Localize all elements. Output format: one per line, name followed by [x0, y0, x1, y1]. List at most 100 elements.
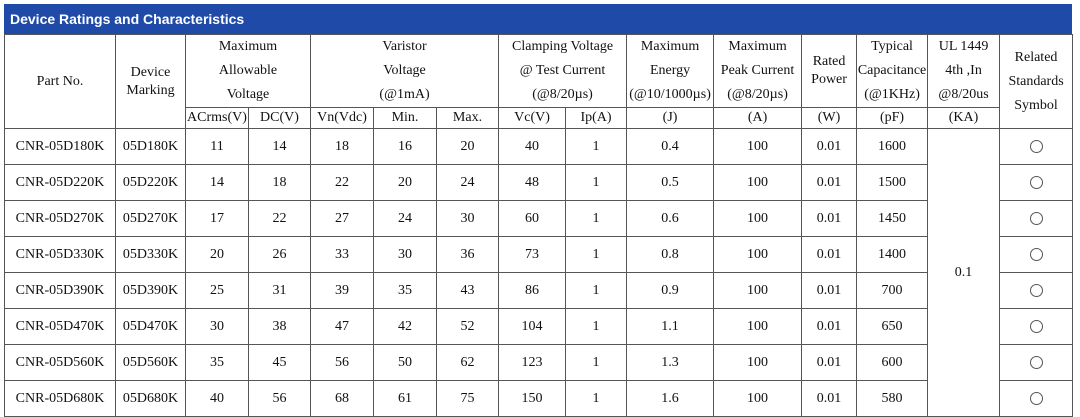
cell-dc: 31	[248, 272, 311, 309]
cell-peak-current: 100	[713, 380, 803, 417]
circle-icon	[1029, 355, 1043, 369]
cell-ip: 1	[565, 308, 628, 345]
circle-icon	[1029, 283, 1043, 297]
cell-acrms: 30	[185, 308, 249, 345]
cell-ip: 1	[565, 128, 628, 165]
cell-device-marking: 05D330K	[115, 236, 186, 273]
cell-dc: 56	[248, 380, 311, 417]
cell-peak-current: 100	[713, 308, 803, 345]
ratings-table: Part No. Device Marking Maximum Allowable V…	[4, 34, 1074, 417]
unit-peak: (A)	[713, 107, 803, 129]
table-body: CNR-05D180K 05D180K 11 14 18 16 20 40 1 0.4 100 0.0…	[4, 128, 1074, 417]
cell-capacitance: 1450	[856, 200, 929, 237]
cell-acrms: 20	[185, 236, 249, 273]
cell-peak-current: 100	[713, 344, 803, 381]
cell-dc: 26	[248, 236, 311, 273]
cell-capacitance: 1500	[856, 164, 929, 201]
cell-vn: 39	[310, 272, 374, 309]
cell-vc: 104	[498, 308, 567, 345]
unit-acrms: ACrms(V)	[185, 107, 249, 129]
cell-ip: 1	[565, 236, 628, 273]
unit-power: (W)	[801, 107, 858, 129]
cell-part-no: CNR-05D220K	[4, 164, 116, 201]
cell-acrms: 25	[185, 272, 249, 309]
table-row: CNR-05D180K 05D180K 11 14 18 16 20 40 1 0.4 100 0.0…	[4, 128, 1074, 417]
cell-part-no: CNR-05D390K	[4, 272, 116, 309]
cell-ip: 1	[565, 380, 628, 417]
table-row: CNR-05D560K 05D560K 35 45 56 50 62 123 1 1.3 100 0.…	[4, 344, 1074, 381]
unit-max: Max.	[435, 107, 500, 129]
cell-dc: 45	[248, 344, 311, 381]
table-row: CNR-05D270K 05D270K 17 22 27 24 30 60 1 0.6 100 0.0…	[4, 200, 1074, 237]
cell-capacitance: 1400	[856, 236, 929, 273]
cell-vmax: 62	[435, 344, 500, 381]
cell-acrms: 11	[185, 128, 249, 165]
cell-acrms: 40	[185, 380, 249, 417]
cell-energy: 1.3	[626, 344, 715, 381]
header-device-marking: Device Marking	[115, 34, 186, 129]
header-row: Part No. Device Marking Maximum Allowable V…	[4, 34, 1074, 129]
cell-vmin: 50	[373, 344, 437, 381]
cell-vmax: 20	[435, 128, 500, 165]
cell-vmin: 30	[373, 236, 437, 273]
header-typical-capacitance: Typical Capacitance (@1KHz)	[856, 34, 929, 108]
header-ul1449: UL 1449 4th ,In @8/20us	[927, 34, 1001, 108]
cell-acrms: 35	[185, 344, 249, 381]
cell-acrms: 14	[185, 164, 249, 201]
circle-icon	[1029, 247, 1043, 261]
cell-energy: 1.6	[626, 380, 715, 417]
cell-device-marking: 05D560K	[115, 344, 186, 381]
cell-rated-power: 0.01	[801, 164, 858, 201]
cell-vmin: 20	[373, 164, 437, 201]
cell-device-marking: 05D680K	[115, 380, 186, 417]
cell-device-marking: 05D180K	[115, 128, 186, 165]
cell-ip: 1	[565, 272, 628, 309]
cell-rated-power: 0.01	[801, 272, 858, 309]
ratings-table-container: Device Ratings and Characteristics Part …	[4, 4, 1074, 417]
unit-vn: Vn(Vdc)	[310, 107, 374, 129]
cell-part-no: CNR-05D270K	[4, 200, 116, 237]
cell-part-no: CNR-05D330K	[4, 236, 116, 273]
cell-energy: 0.6	[626, 200, 715, 237]
cell-vn: 18	[310, 128, 374, 165]
cell-rated-power: 0.01	[801, 200, 858, 237]
cell-vn: 27	[310, 200, 374, 237]
cell-rated-power: 0.01	[801, 380, 858, 417]
cell-dc: 14	[248, 128, 311, 165]
header-varistor-voltage: Varistor Voltage (@1mA)	[309, 34, 500, 108]
cell-energy: 0.5	[626, 164, 715, 201]
cell-energy: 0.4	[626, 128, 715, 165]
cell-vmax: 24	[435, 164, 500, 201]
header-max-allowable-voltage: Maximum Allowable Voltage	[185, 34, 311, 108]
table-row: CNR-05D390K 05D390K 25 31 39 35 43 86 1 0.9 100 0.0…	[4, 272, 1074, 309]
circle-icon	[1029, 391, 1043, 405]
cell-device-marking: 05D470K	[115, 308, 186, 345]
cell-vn: 68	[310, 380, 374, 417]
cell-standards-symbol	[999, 380, 1074, 417]
table-row: CNR-05D470K 05D470K 30 38 47 42 52 104 1 1.1 100 0.…	[4, 308, 1074, 345]
cell-vn: 47	[310, 308, 374, 345]
cell-vmax: 52	[435, 308, 500, 345]
table-title: Device Ratings and Characteristics	[4, 4, 1072, 34]
cell-vmax: 75	[435, 380, 500, 417]
cell-capacitance: 650	[856, 308, 929, 345]
cell-part-no: CNR-05D180K	[4, 128, 116, 165]
cell-ip: 1	[565, 200, 628, 237]
cell-rated-power: 0.01	[801, 128, 858, 165]
cell-vc: 150	[498, 380, 567, 417]
header-max-energy: Maximum Energy (@10/1000µs)	[626, 34, 715, 108]
unit-vc: Vc(V)	[498, 107, 567, 129]
cell-device-marking: 05D390K	[115, 272, 186, 309]
cell-capacitance: 600	[856, 344, 929, 381]
circle-icon	[1029, 175, 1043, 189]
cell-ip: 1	[565, 344, 628, 381]
header-max-peak-current: Maximum Peak Current (@8/20µs)	[713, 34, 803, 108]
table-row: CNR-05D680K 05D680K 40 56 68 61 75 150 1 1.6 100 0.…	[4, 380, 1074, 417]
cell-vn: 22	[310, 164, 374, 201]
cell-rated-power: 0.01	[801, 236, 858, 273]
cell-vmax: 30	[435, 200, 500, 237]
cell-dc: 18	[248, 164, 311, 201]
cell-standards-symbol	[999, 200, 1074, 237]
header-clamping-voltage: Clamping Voltage @ Test Current (@8/20µs)	[498, 34, 628, 108]
cell-part-no: CNR-05D470K	[4, 308, 116, 345]
